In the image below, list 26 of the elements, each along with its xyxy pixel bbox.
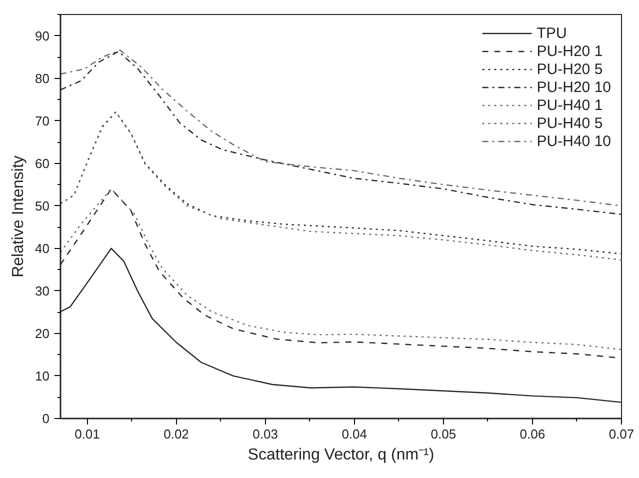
y-tick-label: 30 bbox=[35, 283, 50, 298]
y-tick-label: 0 bbox=[42, 411, 50, 426]
y-tick-label: 50 bbox=[35, 198, 50, 214]
y-tick-label: 60 bbox=[35, 156, 50, 171]
x-tick-label: 0.03 bbox=[252, 426, 278, 442]
legend-label: PU-H20 1 bbox=[536, 42, 603, 60]
legend-label: PU-H20 5 bbox=[536, 60, 603, 78]
x-tick-label: 0.02 bbox=[164, 426, 189, 442]
legend-label: TPU bbox=[536, 24, 567, 42]
y-tick-label: 10 bbox=[35, 368, 50, 384]
legend-label: PU-H40 10 bbox=[536, 132, 611, 150]
y-tick-label: 70 bbox=[35, 113, 50, 128]
legend-label: PU-H40 5 bbox=[536, 114, 603, 132]
x-tick-label: 0.05 bbox=[430, 426, 456, 442]
x-tick-label: 0.01 bbox=[74, 426, 100, 442]
y-tick-label: 90 bbox=[35, 28, 50, 44]
x-tick-label: 0.06 bbox=[520, 426, 546, 442]
y-axis-title: Relative Intensity bbox=[10, 156, 28, 278]
y-tick-label: 80 bbox=[35, 70, 50, 86]
y-tick-label: 20 bbox=[35, 326, 50, 341]
x-axis-title: Scattering Vector, q (nm⁻¹) bbox=[248, 446, 434, 464]
legend-label: PU-H40 1 bbox=[536, 96, 603, 114]
x-tick-label: 0.07 bbox=[608, 426, 634, 442]
x-tick-label: 0.04 bbox=[342, 426, 368, 442]
legend-label: PU-H20 10 bbox=[536, 78, 611, 96]
y-tick-label: 40 bbox=[35, 240, 50, 256]
